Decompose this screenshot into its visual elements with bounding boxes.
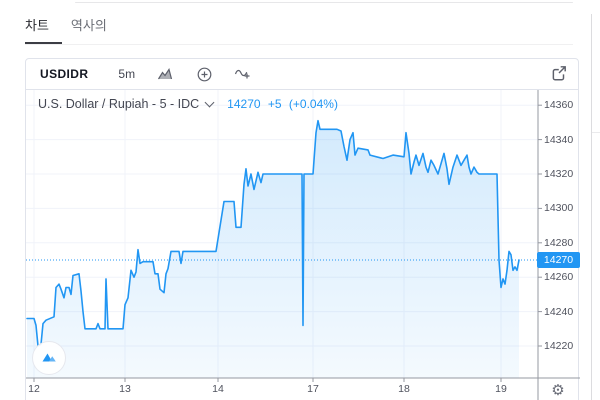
current-price-tag: 14270 (537, 252, 580, 268)
x-axis-label: 19 (495, 383, 507, 395)
y-axis-label: 14240 (544, 305, 574, 318)
chart-toolbar: USDIDR 5m (26, 59, 578, 90)
y-axis-label: 14280 (544, 236, 574, 249)
area-fill (27, 120, 519, 378)
chart-widget: USDIDR 5m (25, 58, 580, 400)
chart-plot-area: U.S. Dollar / Rupiah - 5 - IDC 14270 +5 … (26, 90, 580, 400)
indicators-icon[interactable] (234, 65, 252, 83)
tab-chart[interactable]: 차트 (25, 18, 49, 33)
adjacent-panel-divider (592, 132, 600, 133)
y-axis-label: 14300 (544, 202, 574, 215)
price-series (26, 119, 538, 378)
y-axis-label: 14320 (544, 168, 574, 180)
x-axis-label: 18 (398, 383, 410, 395)
legend-quote: 14270 +5 (+0.04%) (227, 97, 342, 111)
active-tab-underline (25, 42, 62, 44)
chevron-down-icon[interactable] (204, 97, 215, 108)
area-chart-icon[interactable] (156, 65, 174, 83)
legend-price: 14270 (227, 97, 261, 111)
x-axis-label: 12 (28, 383, 40, 395)
price-line (26, 119, 520, 347)
x-axis-label: 14 (212, 383, 224, 395)
adjacent-panel-edge (591, 14, 600, 400)
y-axis-label: 14260 (544, 271, 574, 284)
y-axis-label: 14340 (544, 133, 574, 146)
legend-change: +5 (267, 97, 282, 111)
tab-bar-border (25, 44, 573, 45)
legend-change-pct: (+0.04%) (288, 97, 338, 111)
y-axis-label: 14360 (544, 99, 574, 112)
axes (26, 90, 580, 400)
tradingview-logo[interactable] (32, 341, 66, 375)
x-axis-label: 17 (307, 383, 319, 395)
x-axis-label: 13 (119, 383, 131, 395)
y-axis-label: 14220 (544, 340, 574, 352)
circle-plus-icon[interactable] (195, 65, 213, 83)
legend-title: U.S. Dollar / Rupiah - 5 - IDC (38, 97, 200, 111)
top-divider (75, 2, 573, 3)
symbol-legend: U.S. Dollar / Rupiah - 5 - IDC 14270 +5 … (38, 97, 342, 111)
price-chart-svg (26, 90, 580, 400)
tab-history[interactable]: 역사의 (70, 18, 107, 33)
grid-lines (26, 90, 538, 378)
open-in-new-icon[interactable] (550, 64, 568, 82)
symbol-label: USDIDR (40, 67, 89, 81)
interval-button[interactable]: 5m (118, 67, 136, 81)
gear-icon[interactable]: ⚙ (551, 381, 565, 399)
tab-bar: 차트 역사의 (25, 15, 107, 47)
